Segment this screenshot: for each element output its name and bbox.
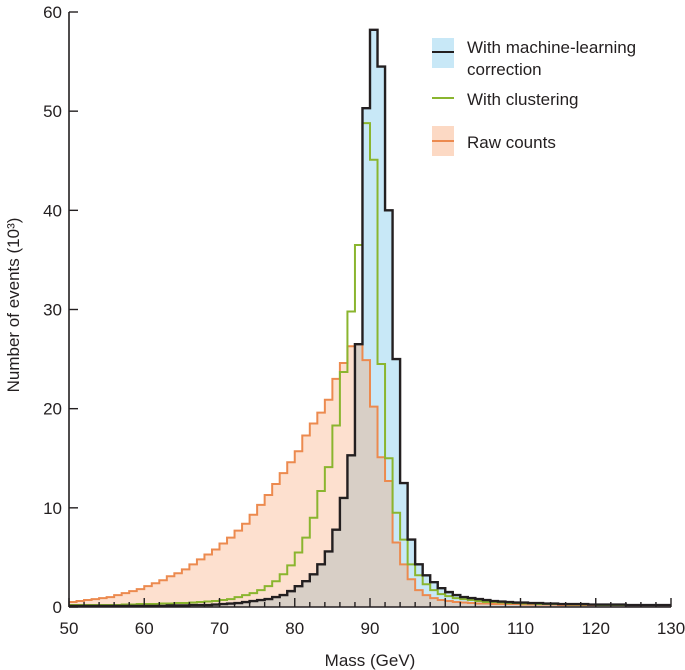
y-tick-label: 20: [43, 400, 62, 419]
x-tick-label: 70: [210, 619, 229, 638]
x-axis-title: Mass (GeV): [325, 651, 416, 670]
series-lines: [69, 28, 671, 608]
x-tick-label: 90: [361, 619, 380, 638]
legend-label-ml-correction-line2: correction: [467, 60, 542, 79]
y-tick-label: 10: [43, 499, 62, 518]
y-tick-label: 60: [43, 3, 62, 22]
legend: With machine-learning correction With cl…: [432, 38, 636, 156]
y-tick-label: 40: [43, 201, 62, 220]
legend-item-ml-correction: With machine-learning correction: [432, 38, 636, 79]
x-tick-label: 60: [135, 619, 154, 638]
y-axis-title: Number of events (10³): [4, 218, 23, 393]
x-tick-label: 110: [507, 619, 534, 638]
legend-label-clustering: With clustering: [467, 90, 578, 109]
legend-item-clustering: With clustering: [432, 90, 578, 109]
series-fill-with-machine-learning-correction: [69, 29, 671, 608]
legend-label-ml-correction-line1: With machine-learning: [467, 38, 636, 57]
x-tick-label: 50: [60, 619, 79, 638]
y-tick-label: 0: [53, 598, 62, 617]
x-tick-label: 120: [582, 619, 610, 638]
y-ticks: 0 10 20 30 40 50 60: [43, 3, 78, 617]
series-overlap-fill: [69, 344, 671, 607]
series-line-with-machine-learning-correction: [69, 28, 671, 608]
y-tick-label: 50: [43, 102, 62, 121]
y-tick-label: 30: [43, 301, 62, 320]
legend-item-raw-counts: Raw counts: [432, 126, 556, 156]
series-fills: [69, 29, 671, 608]
x-tick-label: 130: [657, 619, 685, 638]
x-tick-label: 80: [285, 619, 304, 638]
x-ticks: 50 60 70 80 90 100 110 120 130: [60, 598, 685, 638]
x-tick-label: 100: [431, 619, 459, 638]
legend-label-raw-counts: Raw counts: [467, 133, 556, 152]
